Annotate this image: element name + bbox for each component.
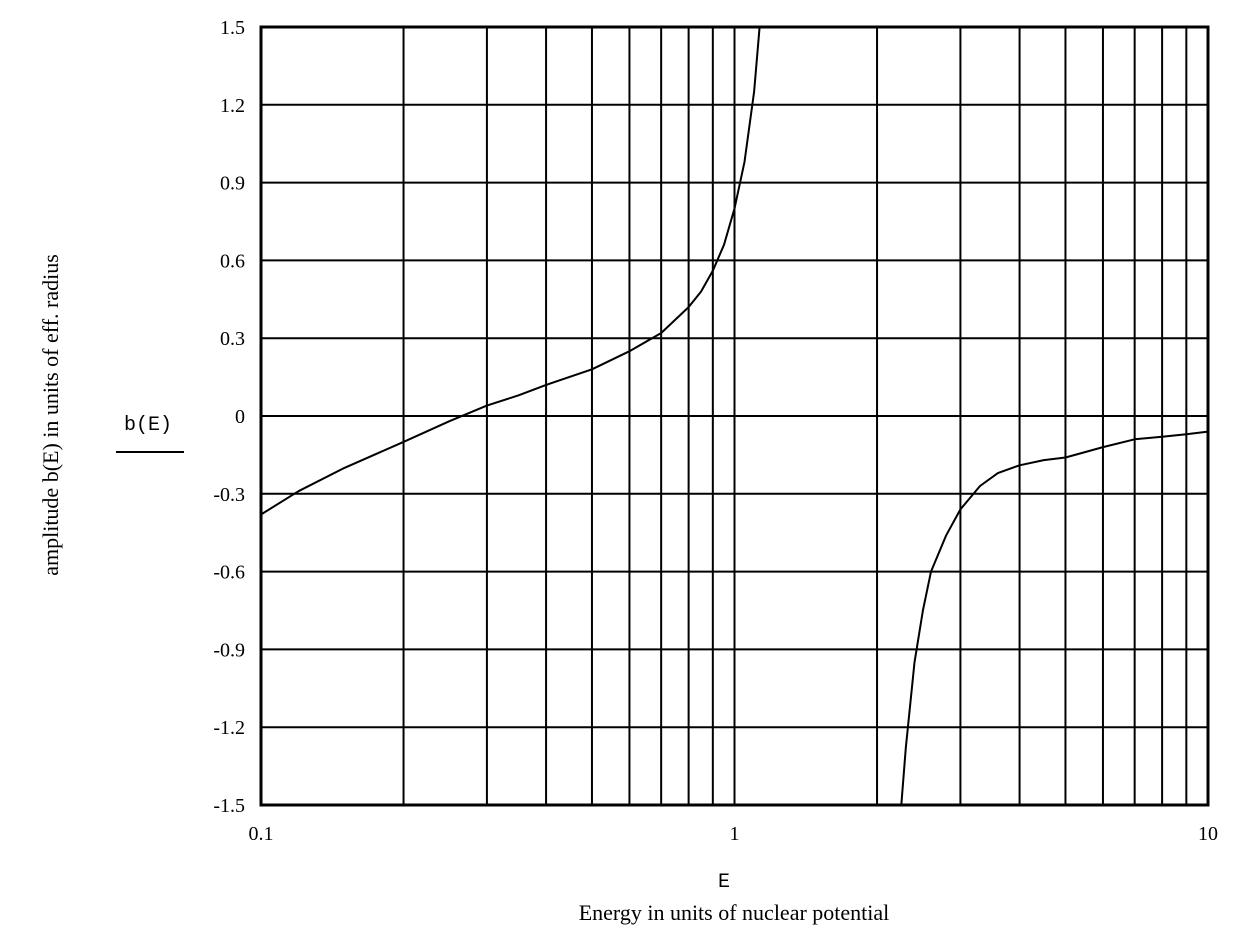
x-tick-labels: 0.1 1 10 xyxy=(249,823,1219,845)
x-tick-label: 1 xyxy=(730,823,740,845)
series-line xyxy=(260,26,761,516)
series-line xyxy=(900,430,1209,806)
y-tick-label: 1.2 xyxy=(220,95,245,117)
x-axis-label: Energy in units of nuclear potential xyxy=(579,900,890,925)
y-tick-label: -0.9 xyxy=(213,639,245,661)
y-tick-label: 0.6 xyxy=(220,250,245,272)
y-tick-labels: 1.5 1.2 0.9 0.6 0.3 0 -0.3 -0.6 -0.9 -1.2 -1.5 xyxy=(213,17,245,817)
y-tick-label: -1.2 xyxy=(213,717,245,739)
x-axis-variable: E xyxy=(718,871,730,894)
y-tick-label: -0.3 xyxy=(213,484,245,506)
y-axis-label: amplitude b(E) in units of eff. radius xyxy=(38,254,63,576)
y-tick-label: 0 xyxy=(235,406,245,428)
y-tick-label: 0.3 xyxy=(220,328,245,350)
x-tick-label: 0.1 xyxy=(249,823,274,845)
y-axis-variable: b(E) xyxy=(124,414,172,437)
y-tick-label: 1.5 xyxy=(220,17,245,39)
plot-frame xyxy=(259,25,1210,807)
data-series xyxy=(260,26,1209,806)
y-tick-label: -1.5 xyxy=(213,795,245,817)
y-tick-label: -0.6 xyxy=(213,562,245,584)
y-tick-label: 0.9 xyxy=(220,173,245,195)
x-tick-label: 10 xyxy=(1198,823,1218,845)
